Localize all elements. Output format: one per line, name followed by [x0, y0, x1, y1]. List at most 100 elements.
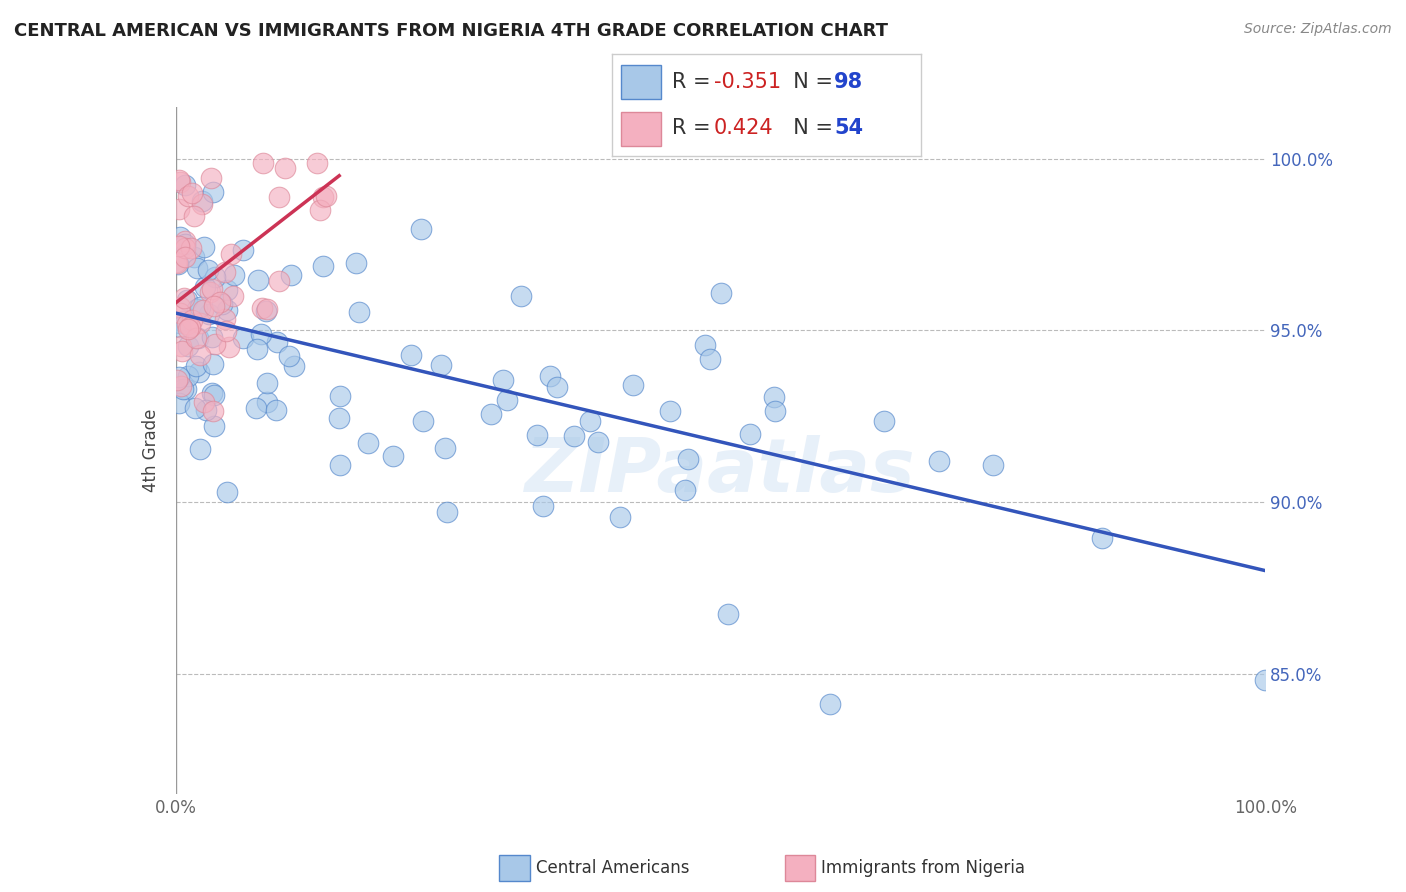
Point — [717, 607, 740, 621]
Point — [264, 403, 287, 417]
Point — [479, 407, 502, 421]
Point — [540, 368, 562, 383]
Point — [169, 306, 191, 320]
Text: ZIPaatlas: ZIPaatlas — [526, 434, 915, 508]
Point — [981, 458, 1004, 473]
Point — [173, 235, 195, 249]
Point — [222, 268, 245, 283]
Point — [180, 241, 202, 255]
Point — [349, 305, 371, 319]
Point — [430, 358, 453, 372]
Point — [170, 314, 193, 328]
Point — [579, 414, 602, 428]
Point — [202, 357, 225, 371]
Point — [167, 396, 190, 410]
Point — [309, 202, 332, 217]
Point — [267, 274, 290, 288]
Point — [177, 339, 200, 353]
Point — [198, 285, 221, 299]
Point — [357, 435, 380, 450]
Point — [173, 242, 195, 256]
Point — [217, 484, 239, 499]
Point — [215, 324, 238, 338]
Point — [180, 313, 202, 327]
Point — [177, 321, 200, 335]
Point — [188, 300, 211, 314]
Point — [169, 230, 191, 244]
Point — [211, 297, 233, 311]
Point — [191, 302, 214, 317]
Point — [187, 365, 209, 379]
Point — [170, 379, 193, 393]
Text: 0.424: 0.424 — [714, 119, 773, 138]
Point — [254, 304, 277, 318]
Point — [170, 344, 193, 359]
Point — [174, 237, 197, 252]
Point — [412, 414, 434, 428]
Point — [676, 452, 699, 467]
Point — [201, 282, 224, 296]
Point — [221, 289, 243, 303]
Point — [187, 331, 209, 345]
Point — [209, 294, 232, 309]
Point — [190, 197, 212, 211]
Point — [274, 161, 297, 176]
Point — [201, 385, 224, 400]
Point — [194, 279, 217, 293]
Point — [434, 441, 457, 455]
Point — [215, 283, 238, 297]
Point — [202, 418, 225, 433]
Point — [169, 316, 191, 330]
Point — [256, 376, 278, 390]
Point — [277, 350, 299, 364]
Point — [202, 388, 225, 402]
Point — [928, 454, 950, 468]
Point — [188, 442, 211, 457]
Point — [183, 250, 205, 264]
Point — [1254, 673, 1277, 687]
Point — [186, 260, 208, 275]
Point — [202, 404, 225, 418]
Point — [183, 210, 205, 224]
Point — [531, 500, 554, 514]
Point — [186, 301, 208, 316]
Point — [673, 483, 696, 498]
Bar — [621, 65, 661, 99]
Point — [328, 411, 350, 425]
Point — [165, 255, 187, 269]
Point — [188, 316, 211, 330]
Point — [763, 404, 786, 418]
Point — [283, 359, 305, 373]
Point — [193, 240, 215, 254]
Point — [245, 401, 267, 416]
Point — [177, 368, 200, 383]
Point — [256, 301, 278, 316]
Point — [546, 380, 568, 394]
Point — [232, 331, 254, 345]
Text: N =: N = — [780, 71, 839, 92]
Bar — [621, 112, 661, 145]
Text: 98: 98 — [834, 71, 863, 92]
Point — [250, 301, 273, 316]
Point — [167, 370, 190, 384]
Point — [219, 247, 242, 261]
Point — [197, 263, 219, 277]
Point — [176, 317, 198, 331]
Point — [526, 428, 548, 442]
Point — [177, 189, 200, 203]
Point — [562, 429, 585, 443]
Point — [409, 221, 432, 235]
Point — [218, 340, 240, 354]
Text: R =: R = — [672, 71, 717, 92]
Text: -0.351: -0.351 — [714, 71, 780, 92]
Point — [710, 285, 733, 300]
Point — [246, 273, 269, 287]
Point — [267, 190, 290, 204]
Point — [312, 259, 335, 273]
Y-axis label: 4th Grade: 4th Grade — [142, 409, 160, 492]
Point — [399, 348, 422, 362]
Point — [176, 293, 198, 307]
Point — [179, 320, 201, 334]
Point — [250, 327, 273, 342]
Point — [166, 373, 188, 387]
